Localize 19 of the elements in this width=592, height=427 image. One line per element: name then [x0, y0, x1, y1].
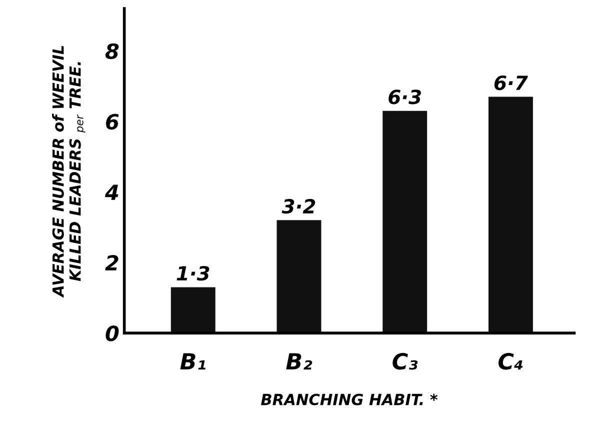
- data-label: 1·3: [176, 266, 210, 281]
- y-axis-title: AVERAGE NUMBER of WEEVIL KILLED LEADERS $_{per}$ TREE.: [52, 46, 86, 298]
- data-label: 3·2: [282, 198, 316, 214]
- x-tick-label: C₄: [498, 352, 523, 370]
- data-label: 6·3: [388, 90, 421, 104]
- y-tick-label: 6: [106, 114, 119, 130]
- data-label: 6·7: [494, 75, 528, 90]
- bar: [488, 96, 533, 334]
- x-tick-label: C₃: [392, 352, 418, 370]
- y-tick-label: 8: [105, 43, 119, 60]
- y-tick-label: 0: [106, 326, 119, 342]
- bar: [276, 220, 322, 334]
- x-axis-title: BRANCHING HABIT. *: [260, 394, 438, 406]
- x-tick-label: B₁: [180, 353, 206, 370]
- x-tick-label: B₂: [286, 353, 312, 370]
- y-tick-label: 4: [104, 184, 118, 200]
- bar: [382, 110, 428, 334]
- y-tick-label: 2: [105, 254, 118, 270]
- bar: [170, 287, 216, 334]
